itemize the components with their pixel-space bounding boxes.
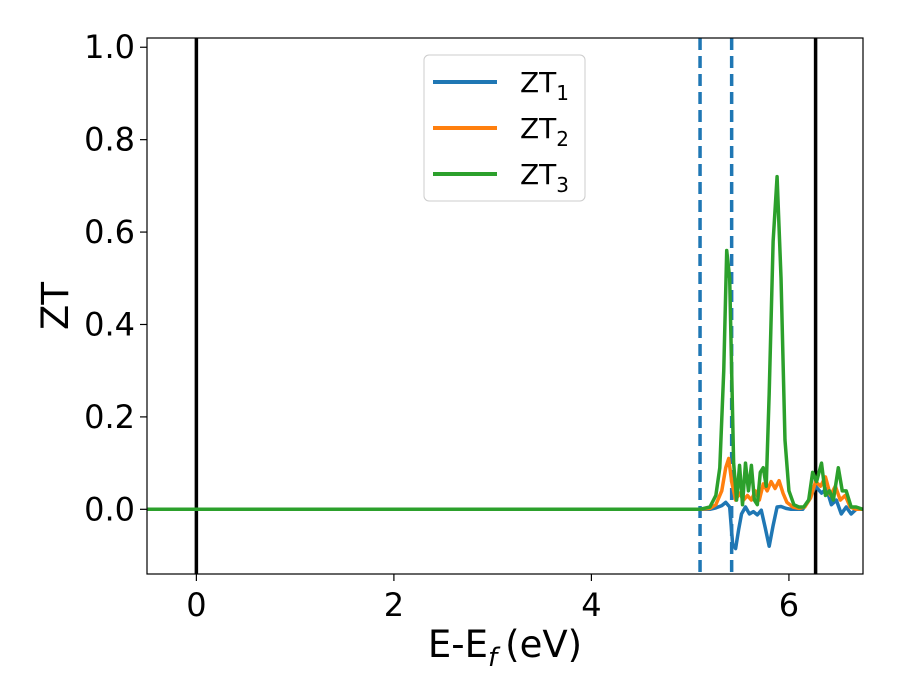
x-axis-label-unit: (eV)	[505, 623, 582, 666]
plot-frame	[146, 37, 864, 575]
x-tick-label: 6	[779, 586, 799, 624]
y-tick-label: 0.0	[84, 490, 135, 528]
series-lines	[147, 174, 863, 551]
legend: ZT1 ZT2 ZT3	[423, 54, 586, 202]
x-axis-label: E-Ef (eV)	[428, 623, 582, 673]
legend-label-zt3: ZT3	[520, 158, 569, 197]
legend-entries: ZT1 ZT2 ZT3	[433, 66, 569, 197]
legend-label-zt1: ZT1	[520, 66, 569, 105]
x-axis-ticks: 0 2 4 6	[186, 574, 799, 624]
y-tick-label: 1.0	[84, 28, 135, 66]
y-tick-label: 0.2	[84, 398, 135, 436]
y-tick-label: 0.4	[84, 305, 135, 343]
x-tick-label: 2	[384, 586, 404, 624]
series-line-zt1	[147, 484, 863, 551]
legend-label-zt2: ZT2	[520, 112, 569, 151]
y-axis-label: ZT	[34, 282, 77, 330]
x-tick-label: 4	[581, 586, 601, 624]
y-tick-label: 0.6	[84, 213, 135, 251]
x-tick-label: 0	[186, 586, 206, 624]
y-tick-label: 0.8	[84, 121, 135, 159]
series-line-zt3	[147, 174, 863, 512]
y-axis-ticks: 0.0 0.2 0.4 0.6 0.8 1.0	[84, 28, 147, 528]
legend-box	[423, 54, 586, 202]
